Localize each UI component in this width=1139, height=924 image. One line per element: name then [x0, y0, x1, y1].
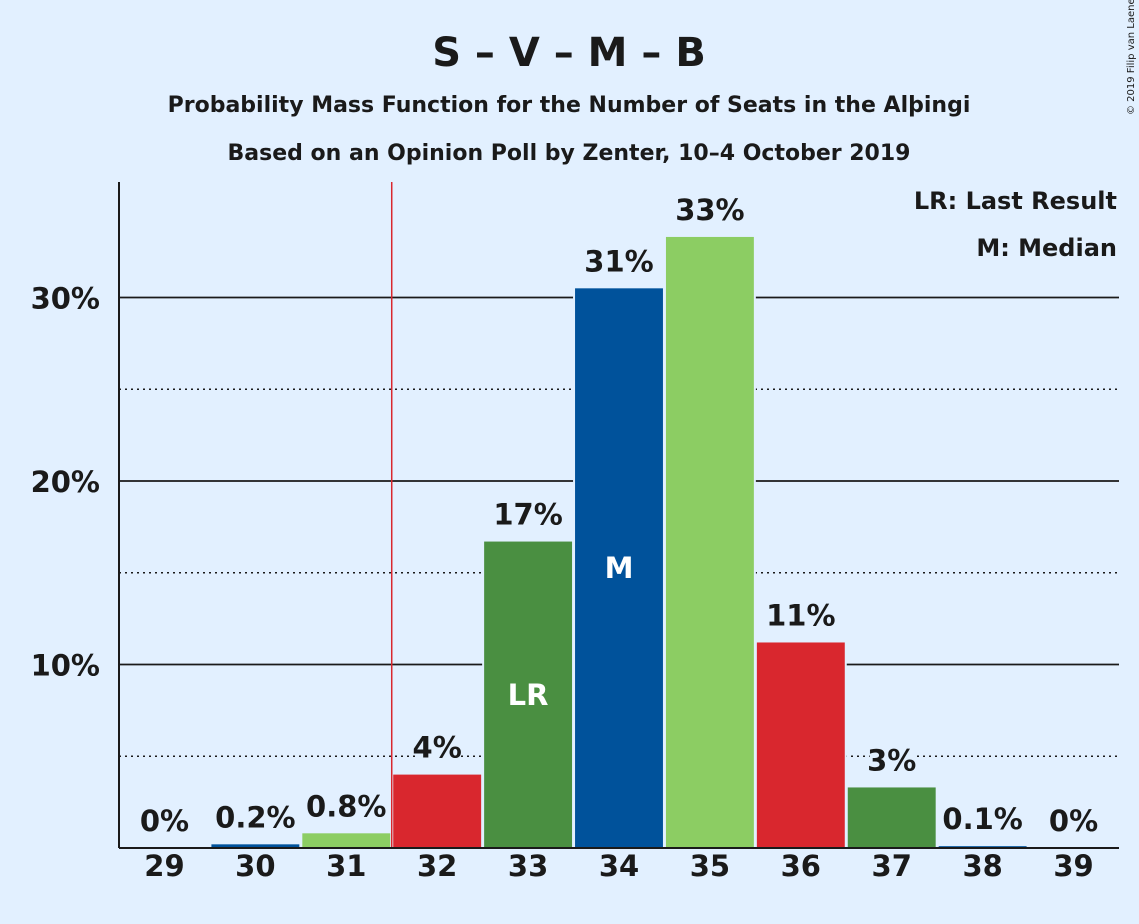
value-label-35: 33%: [675, 193, 744, 227]
value-label-background: [142, 801, 187, 839]
value-label-background: [941, 799, 1024, 838]
bar-36: [756, 642, 845, 848]
x-tick-37: 37: [872, 849, 912, 883]
x-tick-31: 31: [326, 849, 366, 883]
bar-halo: [936, 844, 1029, 848]
marker-labels: LR M: [508, 551, 634, 712]
median-label: M: [605, 551, 634, 585]
chart-subtitle-2: Based on an Opinion Poll by Zenter, 10–4…: [228, 141, 911, 166]
bar-37: [847, 787, 936, 848]
value-labels: 0% 0.2% 0.8% 4% 17% 31% 33% 11% 3% 0.1% 0%: [140, 189, 1098, 839]
value-label-background: [305, 786, 388, 825]
value-label-33: 17%: [493, 498, 562, 532]
x-tick-38: 38: [962, 849, 1002, 883]
y-tick-20: 20%: [31, 465, 100, 499]
bar-34: [575, 288, 663, 848]
value-label-background: [869, 740, 914, 779]
value-label-background: [214, 797, 297, 836]
x-tick-30: 30: [235, 849, 275, 883]
last-result-label: LR: [508, 678, 549, 712]
value-label-39: 0%: [1049, 804, 1098, 838]
legend-median: M: Median: [976, 234, 1117, 262]
y-tick-labels: 10% 20% 30%: [31, 282, 100, 683]
value-label-background: [415, 727, 460, 766]
y-tick-30: 30%: [31, 282, 100, 316]
y-tick-10: 10%: [31, 649, 100, 683]
x-tick-labels: 29 30 31 32 33 34 35 36 37 38 39: [144, 849, 1093, 883]
value-label-30: 0.2%: [215, 800, 295, 834]
x-tick-35: 35: [690, 849, 730, 883]
chart-title: S – V – M – B: [432, 30, 706, 76]
bar-31: [302, 833, 391, 848]
value-label-background: [678, 189, 742, 228]
x-tick-39: 39: [1053, 849, 1093, 883]
copyright-notice: © 2019 Filip van Laenen: [1126, 0, 1137, 115]
value-label-37: 3%: [867, 743, 916, 777]
bar-30: [211, 844, 300, 848]
value-label-31: 0.8%: [306, 789, 386, 823]
chart-subtitle: Probability Mass Function for the Number…: [168, 93, 971, 118]
bar-32: [393, 774, 482, 848]
value-label-36: 11%: [766, 598, 835, 632]
bars: [209, 182, 1029, 848]
value-label-38: 0.1%: [942, 802, 1022, 836]
legend-last-result: LR: Last Result: [914, 187, 1117, 215]
value-label-background: [587, 241, 651, 280]
value-label-background: [1051, 801, 1096, 839]
axes: [118, 182, 1119, 849]
value-label-background: [496, 494, 560, 533]
bar-35: [665, 236, 754, 848]
value-label-32: 4%: [413, 731, 462, 765]
x-tick-32: 32: [417, 849, 457, 883]
bar-33: [484, 541, 573, 848]
value-label-background: [769, 595, 833, 634]
x-tick-34: 34: [599, 849, 639, 883]
x-tick-36: 36: [781, 849, 821, 883]
x-tick-29: 29: [144, 849, 184, 883]
value-label-34: 31%: [584, 244, 653, 278]
value-label-29: 0%: [140, 804, 189, 838]
x-tick-33: 33: [508, 849, 548, 883]
